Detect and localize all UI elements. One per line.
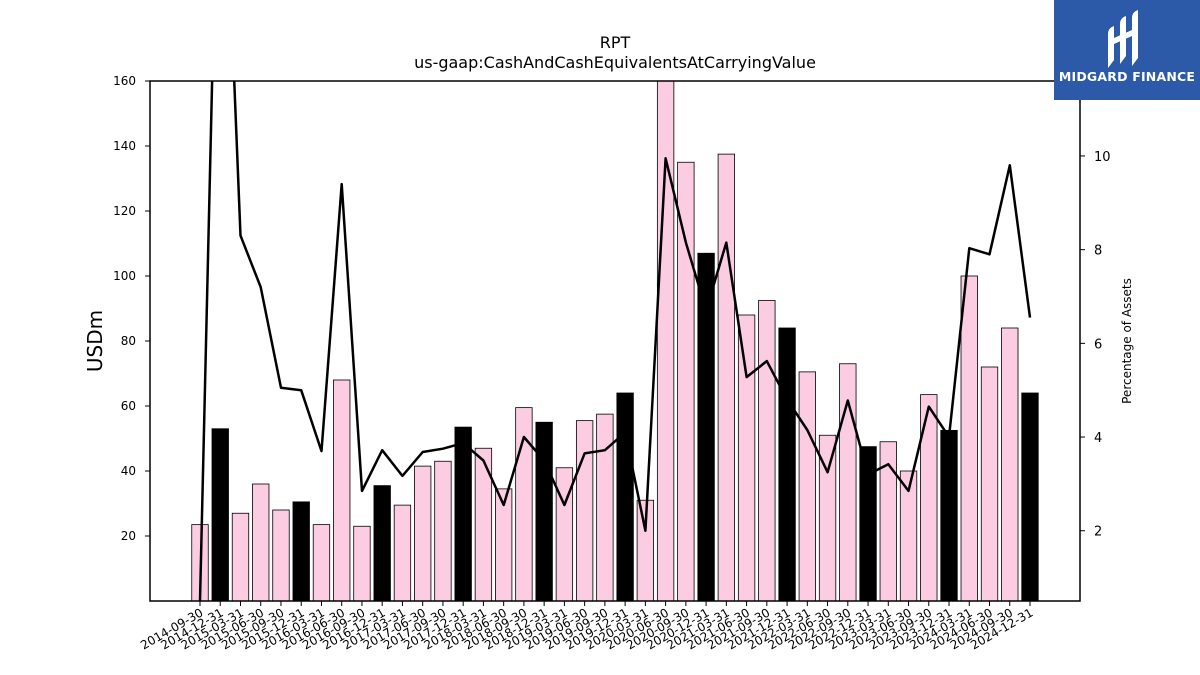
- logo-text: MIDGARD FINANCE: [1058, 69, 1196, 84]
- y2-tick-label: 2: [1094, 525, 1102, 540]
- y-tick-label: 20: [121, 529, 136, 543]
- percentage-line: [198, 81, 1032, 601]
- y-axis-right: 2 4 6 8 10: [1080, 150, 1111, 540]
- bar-2021-09-30: [758, 299, 776, 601]
- chart-subtitle: us-gaap:CashAndCashEquivalentsAtCarrying…: [414, 53, 816, 72]
- y-axis-left: 20 40 60 80 100 120 140 160: [113, 74, 150, 543]
- y-tick-label: 100: [113, 269, 136, 283]
- bar-2015-06-30: [252, 483, 270, 601]
- bar-2016-06-30: [333, 379, 351, 601]
- bar-2019-09-30: [596, 413, 614, 601]
- bar-2015-09-30: [272, 509, 290, 601]
- y-tick-label: 80: [121, 334, 136, 348]
- bar-2019-06-30: [575, 420, 594, 601]
- y2-tick-label: 4: [1094, 431, 1102, 446]
- bar-2018-09-30: [515, 407, 533, 601]
- bar-2017-09-30: [434, 460, 452, 601]
- bar-2018-06-30: [495, 488, 513, 601]
- chart-title: RPT: [600, 33, 631, 52]
- bar-2023-06-30: [899, 470, 918, 601]
- bar-2024-09-30: [1001, 327, 1019, 601]
- y2-tick-label: 6: [1094, 337, 1102, 352]
- bar-2021-12-31: [778, 327, 796, 601]
- bar-2020-06-30: [656, 81, 675, 601]
- midgard-logo-icon: [1108, 10, 1138, 68]
- bar-2017-03-31: [393, 504, 412, 601]
- bar-2019-03-31: [555, 467, 574, 601]
- bar-2020-09-30: [677, 161, 695, 601]
- y-axis-label: USDm: [83, 310, 107, 372]
- bar-2022-06-30: [818, 434, 837, 601]
- bars-group: [191, 81, 1039, 601]
- bar-2016-03-31: [312, 524, 331, 601]
- bar-2016-09-30: [353, 525, 371, 601]
- bar-2021-03-31: [717, 153, 735, 601]
- line-group: [198, 81, 1032, 601]
- y-tick-label: 40: [121, 464, 136, 478]
- bar-2019-12-31: [616, 392, 634, 601]
- y-tick-label: 60: [121, 399, 136, 413]
- bar-2017-06-30: [414, 465, 432, 601]
- bar-2018-03-31: [474, 447, 493, 601]
- bar-2022-09-30: [839, 363, 857, 601]
- bar-2024-06-30: [980, 366, 999, 601]
- y2-axis-label: Percentage of Assets: [1120, 278, 1134, 404]
- bar-2022-03-31: [798, 371, 816, 601]
- bar-2020-03-31: [636, 499, 655, 601]
- y-tick-label: 140: [113, 139, 136, 153]
- bar-2023-09-30: [920, 394, 938, 601]
- bar-2024-03-31: [960, 275, 978, 601]
- bar-2020-12-31: [697, 252, 715, 601]
- bar-2022-12-31: [859, 446, 877, 601]
- y2-tick-label: 10: [1094, 150, 1111, 165]
- y2-tick-label: 8: [1094, 244, 1102, 259]
- bar-2016-12-31: [373, 485, 391, 601]
- bar-2023-03-31: [879, 441, 897, 601]
- bar-2017-12-31: [454, 426, 472, 601]
- bar-2015-03-31: [231, 512, 250, 601]
- bar-2023-12-31: [940, 429, 958, 601]
- bar-2018-12-31: [535, 421, 553, 601]
- y-tick-label: 120: [113, 204, 136, 218]
- bar-2021-06-30: [737, 314, 756, 601]
- y-tick-label: 160: [113, 74, 136, 88]
- brand-logo: MIDGARD FINANCE: [1054, 0, 1200, 100]
- bar-2015-12-31: [292, 501, 310, 601]
- x-axis: 2014-09-302014-12-312015-03-312015-06-30…: [138, 601, 1036, 652]
- bar-2024-12-31: [1021, 392, 1039, 601]
- bar-2014-12-31: [211, 428, 229, 601]
